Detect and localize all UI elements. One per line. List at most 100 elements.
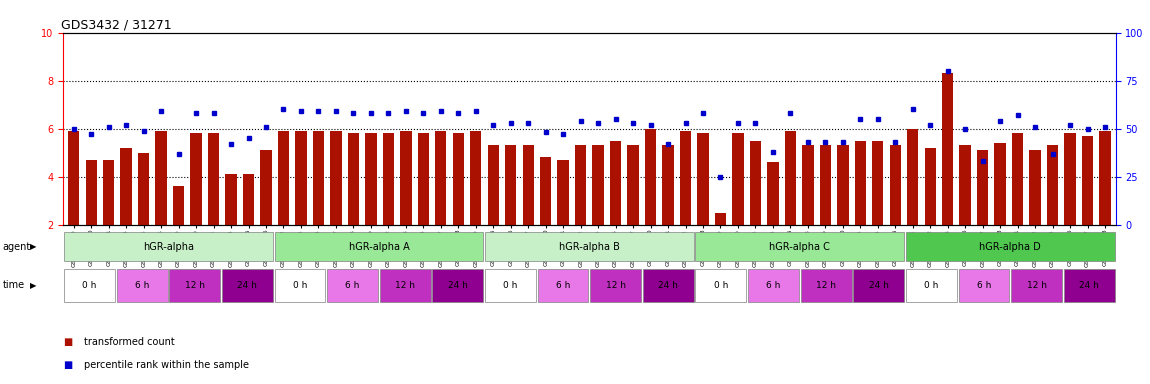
Bar — [278, 131, 289, 225]
Text: 12 h: 12 h — [816, 281, 836, 290]
Bar — [328, 269, 378, 301]
Bar — [313, 131, 324, 225]
Bar — [906, 232, 1114, 262]
Bar — [1011, 269, 1061, 301]
Bar — [275, 232, 483, 262]
Text: 12 h: 12 h — [1027, 281, 1046, 290]
Bar — [750, 141, 761, 225]
Bar — [645, 129, 657, 225]
Bar — [540, 157, 551, 225]
Text: 6 h: 6 h — [976, 281, 991, 290]
Bar — [417, 134, 429, 225]
Text: 12 h: 12 h — [606, 281, 626, 290]
Text: 24 h: 24 h — [1079, 281, 1099, 290]
Bar — [680, 131, 691, 225]
Bar — [643, 269, 693, 301]
Bar — [907, 129, 919, 225]
Bar — [296, 131, 307, 225]
Text: 0 h: 0 h — [83, 281, 97, 290]
Bar — [485, 269, 536, 301]
Bar — [470, 131, 482, 225]
Text: ▶: ▶ — [30, 242, 37, 251]
Text: 12 h: 12 h — [185, 281, 205, 290]
Bar — [155, 131, 167, 225]
Bar — [1012, 134, 1024, 225]
Bar — [222, 269, 273, 301]
Text: 0 h: 0 h — [293, 281, 307, 290]
Bar — [104, 160, 114, 225]
Text: agent: agent — [2, 242, 31, 252]
Text: 0 h: 0 h — [925, 281, 938, 290]
Bar — [225, 174, 237, 225]
Bar — [820, 146, 831, 225]
Bar — [208, 134, 220, 225]
Bar — [117, 269, 168, 301]
Bar — [169, 269, 220, 301]
Bar — [978, 150, 988, 225]
Bar — [906, 269, 957, 301]
Bar — [275, 269, 325, 301]
Bar — [347, 134, 359, 225]
Bar — [383, 134, 394, 225]
Bar — [959, 146, 971, 225]
Text: 12 h: 12 h — [396, 281, 415, 290]
Bar — [330, 131, 342, 225]
Bar — [803, 146, 813, 225]
Text: 24 h: 24 h — [868, 281, 889, 290]
Text: percentile rank within the sample: percentile rank within the sample — [84, 360, 248, 370]
Bar — [854, 141, 866, 225]
Text: hGR-alpha D: hGR-alpha D — [980, 242, 1041, 252]
Text: ■: ■ — [63, 360, 72, 370]
Bar — [697, 134, 708, 225]
Bar — [138, 153, 150, 225]
Text: GDS3432 / 31271: GDS3432 / 31271 — [61, 18, 171, 31]
Bar — [522, 146, 534, 225]
Text: 6 h: 6 h — [345, 281, 360, 290]
Bar — [64, 269, 115, 301]
Bar — [696, 269, 746, 301]
Bar — [64, 232, 273, 262]
Bar — [432, 269, 483, 301]
Bar — [696, 232, 904, 262]
Bar — [715, 213, 726, 225]
Bar — [505, 146, 516, 225]
Bar — [435, 131, 446, 225]
Bar — [610, 141, 621, 225]
Bar — [1029, 150, 1041, 225]
Bar — [1065, 134, 1075, 225]
Text: ▶: ▶ — [30, 281, 37, 290]
Bar — [1046, 146, 1058, 225]
Text: hGR-alpha A: hGR-alpha A — [348, 242, 409, 252]
Bar — [628, 146, 638, 225]
Bar — [380, 269, 430, 301]
Bar — [485, 232, 693, 262]
Bar — [191, 134, 201, 225]
Bar — [733, 134, 744, 225]
Bar — [400, 131, 412, 225]
Bar — [590, 269, 641, 301]
Bar — [366, 134, 376, 225]
Bar — [959, 269, 1010, 301]
Bar — [453, 134, 463, 225]
Text: 24 h: 24 h — [237, 281, 258, 290]
Text: hGR-alpha B: hGR-alpha B — [559, 242, 620, 252]
Bar — [942, 73, 953, 225]
Bar — [1099, 131, 1111, 225]
Text: 24 h: 24 h — [658, 281, 678, 290]
Text: hGR-alpha: hGR-alpha — [143, 242, 194, 252]
Text: 24 h: 24 h — [447, 281, 468, 290]
Bar — [488, 146, 499, 225]
Bar — [68, 131, 79, 225]
Bar — [890, 146, 900, 225]
Bar — [575, 146, 586, 225]
Bar — [85, 160, 97, 225]
Text: time: time — [2, 280, 24, 290]
Bar — [767, 162, 779, 225]
Bar — [853, 269, 904, 301]
Text: ■: ■ — [63, 337, 72, 347]
Bar — [243, 174, 254, 225]
Bar — [1064, 269, 1114, 301]
Text: 6 h: 6 h — [135, 281, 150, 290]
Bar — [784, 131, 796, 225]
Bar — [872, 141, 883, 225]
